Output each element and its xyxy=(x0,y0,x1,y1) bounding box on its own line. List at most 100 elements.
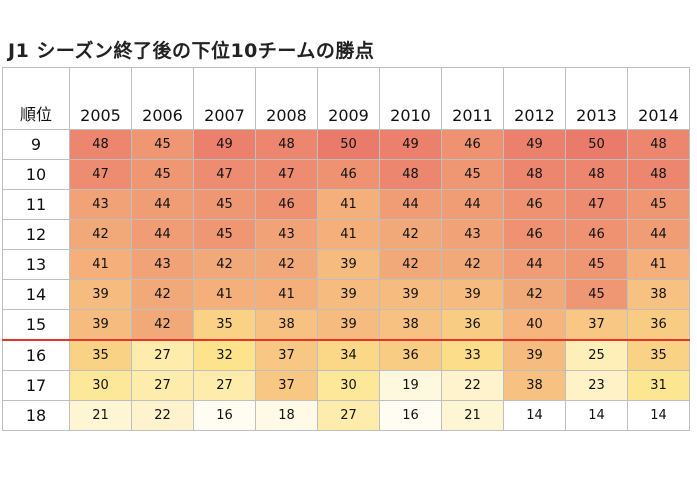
heat-cell: 49 xyxy=(193,129,256,160)
rank-row: 9 48 45 49 48 50 49 46 49 50 48 xyxy=(2,129,690,160)
heat-cell: 48 xyxy=(69,129,132,160)
heat-cell: 45 xyxy=(627,189,690,220)
rank-label: 10 xyxy=(2,159,70,190)
heat-cell: 42 xyxy=(255,249,318,280)
heat-cell: 44 xyxy=(131,189,194,220)
heat-cell: 45 xyxy=(131,159,194,190)
heat-cell: 47 xyxy=(69,159,132,190)
heat-cell: 42 xyxy=(379,249,442,280)
heat-cell: 19 xyxy=(379,370,442,401)
heat-cell: 36 xyxy=(627,309,690,341)
heat-cell: 48 xyxy=(503,159,566,190)
heat-cell: 42 xyxy=(131,279,194,310)
heat-cell: 35 xyxy=(69,339,132,371)
heat-cell: 47 xyxy=(193,159,256,190)
heat-cell: 43 xyxy=(441,219,504,250)
heat-cell: 48 xyxy=(565,159,628,190)
rank-label: 17 xyxy=(2,370,70,401)
heat-cell: 43 xyxy=(255,219,318,250)
heat-cell: 39 xyxy=(317,249,380,280)
heat-cell: 41 xyxy=(193,279,256,310)
heatmap-table: 順位 2005 2006 2007 2008 2009 2010 2011 2012 2013 2… xyxy=(2,67,690,431)
rank-row: 12 42 44 45 43 41 42 43 46 46 44 xyxy=(2,219,690,250)
heat-cell: 27 xyxy=(131,339,194,371)
heat-cell: 41 xyxy=(69,249,132,280)
heat-cell: 33 xyxy=(441,339,504,371)
heat-cell: 44 xyxy=(379,189,442,220)
heat-cell: 46 xyxy=(441,129,504,160)
rank-row: 11 43 44 45 46 41 44 44 46 47 45 xyxy=(2,189,690,220)
rank-label: 14 xyxy=(2,279,70,310)
rank-label: 13 xyxy=(2,249,70,280)
heat-cell: 16 xyxy=(193,400,256,431)
heat-cell: 38 xyxy=(255,309,318,341)
heat-cell: 46 xyxy=(503,189,566,220)
heat-cell: 42 xyxy=(131,309,194,341)
heat-cell: 25 xyxy=(565,339,628,371)
heat-cell: 35 xyxy=(627,339,690,371)
heat-cell: 41 xyxy=(317,189,380,220)
heat-cell: 47 xyxy=(565,189,628,220)
year-column-header: 2012 xyxy=(503,67,566,130)
heat-cell: 39 xyxy=(317,309,380,341)
heat-cell: 45 xyxy=(193,219,256,250)
heat-cell: 44 xyxy=(441,189,504,220)
heat-cell: 50 xyxy=(317,129,380,160)
heat-cell: 46 xyxy=(255,189,318,220)
heat-cell: 14 xyxy=(627,400,690,431)
heat-cell: 27 xyxy=(317,400,380,431)
rank-row: 14 39 42 41 41 39 39 39 42 45 38 xyxy=(2,279,690,310)
heat-cell: 41 xyxy=(627,249,690,280)
year-column-header: 2014 xyxy=(627,67,690,130)
heat-cell: 42 xyxy=(69,219,132,250)
rank-label: 15 xyxy=(2,309,70,341)
heat-cell: 30 xyxy=(69,370,132,401)
heat-cell: 39 xyxy=(379,279,442,310)
heat-cell: 34 xyxy=(317,339,380,371)
heat-cell: 39 xyxy=(317,279,380,310)
heat-cell: 23 xyxy=(565,370,628,401)
year-column-header: 2006 xyxy=(131,67,194,130)
heat-cell: 37 xyxy=(255,370,318,401)
heat-cell: 45 xyxy=(565,279,628,310)
rank-row: 13 41 43 42 42 39 42 42 44 45 41 xyxy=(2,249,690,280)
heat-cell: 38 xyxy=(503,370,566,401)
heat-cell: 22 xyxy=(131,400,194,431)
rank-row: 16 35 27 32 37 34 36 33 39 25 35 xyxy=(2,339,690,371)
heat-cell: 42 xyxy=(379,219,442,250)
chart-title: J1 シーズン終了後の下位10チームの勝点 xyxy=(8,40,375,62)
heat-cell: 41 xyxy=(255,279,318,310)
table-body: 9 48 45 49 48 50 49 46 49 50 48 10 47 45 47 47 46 48 45 48 4… xyxy=(2,129,690,431)
heat-cell: 46 xyxy=(317,159,380,190)
header-row: 順位 2005 2006 2007 2008 2009 2010 2011 2012 2013 2… xyxy=(2,67,690,130)
year-column-header: 2009 xyxy=(317,67,380,130)
rank-label: 12 xyxy=(2,219,70,250)
heat-cell: 45 xyxy=(131,129,194,160)
heat-cell: 41 xyxy=(317,219,380,250)
heat-cell: 50 xyxy=(565,129,628,160)
heat-cell: 37 xyxy=(565,309,628,341)
heat-cell: 31 xyxy=(627,370,690,401)
rank-row: 15 39 42 35 38 39 38 36 40 37 36 xyxy=(2,309,690,341)
heat-cell: 37 xyxy=(255,339,318,371)
heat-cell: 40 xyxy=(503,309,566,341)
heat-cell: 39 xyxy=(69,309,132,341)
heat-cell: 46 xyxy=(503,219,566,250)
heat-cell: 44 xyxy=(131,219,194,250)
heat-cell: 38 xyxy=(627,279,690,310)
heat-cell: 21 xyxy=(441,400,504,431)
heat-cell: 39 xyxy=(503,339,566,371)
heat-cell: 48 xyxy=(627,159,690,190)
heat-cell: 48 xyxy=(255,129,318,160)
heat-cell: 44 xyxy=(503,249,566,280)
rank-column-header: 順位 xyxy=(2,67,70,130)
heat-cell: 16 xyxy=(379,400,442,431)
heat-cell: 30 xyxy=(317,370,380,401)
heat-cell: 36 xyxy=(379,339,442,371)
heat-cell: 14 xyxy=(503,400,566,431)
rank-label: 16 xyxy=(2,339,70,371)
heat-cell: 43 xyxy=(131,249,194,280)
heat-cell: 27 xyxy=(131,370,194,401)
heat-cell: 42 xyxy=(441,249,504,280)
heat-cell: 47 xyxy=(255,159,318,190)
